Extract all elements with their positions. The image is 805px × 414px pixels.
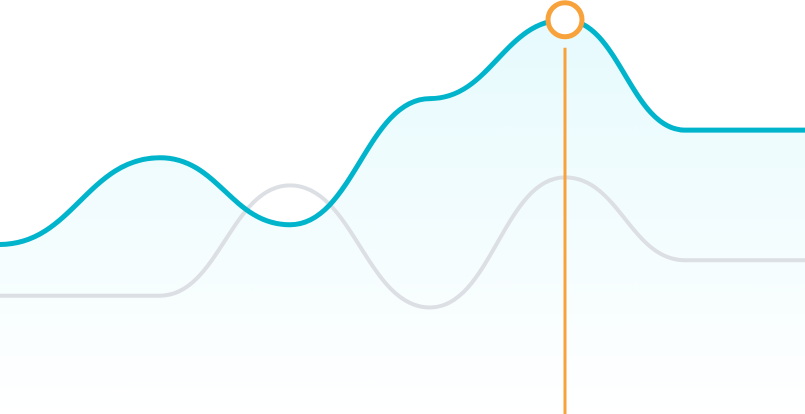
- highlight-layer: [545, 0, 585, 414]
- series-areas: [0, 19, 805, 414]
- series-0-line: [0, 17, 805, 247]
- highlight-point-marker[interactable]: [545, 0, 585, 40]
- series-lines: [0, 17, 805, 310]
- series-0-area: [0, 19, 805, 414]
- series-1-line: [0, 175, 805, 310]
